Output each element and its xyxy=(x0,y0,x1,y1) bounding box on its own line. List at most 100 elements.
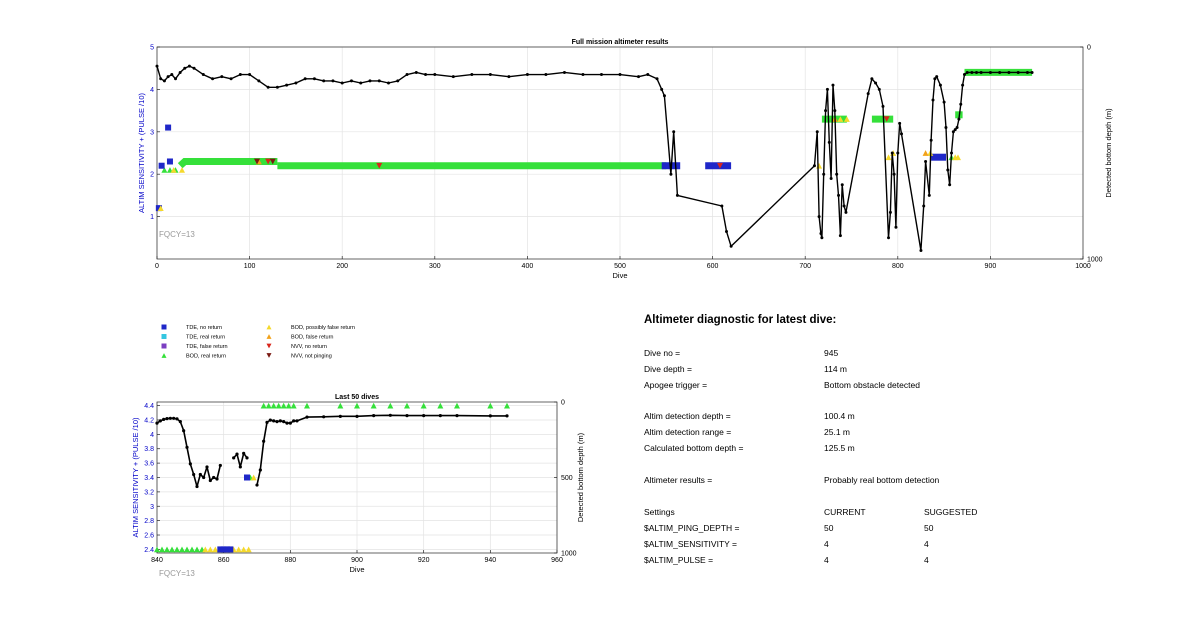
bod-possibly-false-return-marker xyxy=(207,546,214,553)
bod-possibly-false-return-marker xyxy=(885,154,892,161)
y2-tick-label: 0 xyxy=(1087,45,1091,52)
depth-point xyxy=(646,73,650,77)
bod-possibly-false-return-marker xyxy=(843,116,850,122)
y-tick-label: 2.4 xyxy=(144,547,154,554)
depth-point xyxy=(874,81,878,85)
depth-point xyxy=(870,77,874,81)
y-tick-label: 2 xyxy=(150,172,154,179)
bod-real-return-marker xyxy=(354,402,360,409)
ping-depth-suggested: 50 xyxy=(924,523,934,533)
depth-point xyxy=(438,413,442,418)
depth-point xyxy=(285,83,289,87)
depth-point xyxy=(372,413,376,418)
depth-point xyxy=(894,225,898,229)
depth-point xyxy=(387,81,390,85)
depth-point xyxy=(822,172,826,176)
depth-point xyxy=(975,70,979,74)
depth-point xyxy=(637,75,641,79)
bod-real-return-marker xyxy=(184,546,190,553)
bod-real-return-marker xyxy=(420,402,427,409)
depth-point xyxy=(819,232,823,236)
depth-point xyxy=(162,79,166,83)
tde-no-return-marker xyxy=(165,124,172,131)
bod-real-return-marker xyxy=(504,402,510,409)
depth-point xyxy=(377,79,381,83)
depth-point xyxy=(892,172,896,176)
depth-point xyxy=(229,77,233,81)
bod-possibly-false-return-legend-marker xyxy=(266,324,272,330)
depth-point xyxy=(292,419,296,423)
y2-axis-label: Detected bottom depth (m) xyxy=(576,432,585,522)
y-tick-label: 4.2 xyxy=(144,417,154,424)
altim-detection-depth-label: Altim detection depth = xyxy=(644,411,731,421)
depth-point xyxy=(618,73,622,77)
depth-point xyxy=(405,73,409,77)
depth-point xyxy=(195,484,199,489)
bod-real-return-marker xyxy=(387,402,394,409)
depth-point xyxy=(562,70,566,74)
depth-point xyxy=(162,417,166,421)
bod-real-return-marker xyxy=(404,402,410,409)
depth-point xyxy=(414,70,418,74)
bod-real-return-marker xyxy=(159,546,165,553)
bod-possibly-false-return-marker xyxy=(235,546,242,553)
depth-point xyxy=(877,87,881,91)
bod-real-return-marker xyxy=(275,402,282,409)
depth-point xyxy=(927,193,931,197)
depth-point xyxy=(842,204,846,208)
pulse-current: 4 xyxy=(824,555,829,565)
depth-point xyxy=(720,204,724,208)
bod-real-return-marker xyxy=(169,546,175,553)
depth-point xyxy=(178,420,182,424)
legend-label: NVV, no return xyxy=(291,344,327,350)
diagnostic-title: Altimeter diagnostic for latest dive: xyxy=(644,314,837,326)
apogee-trigger-value: Bottom obstacle detected xyxy=(824,380,920,390)
depth-point xyxy=(827,140,831,144)
depth-point xyxy=(422,413,426,418)
x-tick-label: 860 xyxy=(218,557,230,564)
y-tick-label: 2.8 xyxy=(144,518,154,525)
depth-point xyxy=(295,419,299,423)
depth-point xyxy=(938,83,942,87)
y-tick-label: 1 xyxy=(150,214,154,221)
depth-point xyxy=(998,70,1002,74)
y-tick-label: 3.6 xyxy=(144,461,154,468)
depth-point xyxy=(815,130,819,134)
bod-real-return-marker xyxy=(285,402,292,409)
bod-real-return-marker xyxy=(437,402,444,409)
depth-point xyxy=(924,159,928,163)
depth-point xyxy=(953,128,957,132)
depth-point xyxy=(817,215,821,219)
bod-real-return-marker xyxy=(154,546,160,553)
x-tick-label: 880 xyxy=(284,557,296,564)
y-tick-label: 3.4 xyxy=(144,475,154,482)
depth-point xyxy=(948,183,952,187)
depth-point xyxy=(988,70,992,74)
settings-header-current: CURRENT xyxy=(824,507,866,517)
x-tick-label: 900 xyxy=(351,557,363,564)
depth-point xyxy=(248,73,252,77)
depth-point xyxy=(282,420,286,424)
depth-point xyxy=(208,478,212,483)
y2-tick-label: 500 xyxy=(561,475,573,482)
depth-point xyxy=(322,79,326,83)
bod-real-return-marker xyxy=(260,402,267,409)
nvv-no-return-marker xyxy=(883,116,890,122)
nvv-no-return-marker xyxy=(717,162,724,169)
depth-point xyxy=(275,420,279,424)
x-tick-label: 300 xyxy=(429,263,441,270)
depth-point xyxy=(187,64,191,68)
depth-point xyxy=(959,102,963,106)
nvv-no-return-marker xyxy=(376,162,383,169)
depth-point xyxy=(470,73,474,77)
depth-point xyxy=(1007,70,1011,74)
altimeter-results-value: Probably real bottom detection xyxy=(824,475,940,485)
bod-real-return-legend-marker xyxy=(161,353,167,358)
dive-no-label: Dive no = xyxy=(644,348,681,358)
y-axis-label: ALTIM SENSITIVITY + (PULSE /10) xyxy=(137,93,146,213)
depth-point xyxy=(724,229,728,233)
pulse-label: $ALTIM_PULSE = xyxy=(644,555,714,565)
depth-point xyxy=(898,121,902,125)
depth-point xyxy=(192,472,196,477)
